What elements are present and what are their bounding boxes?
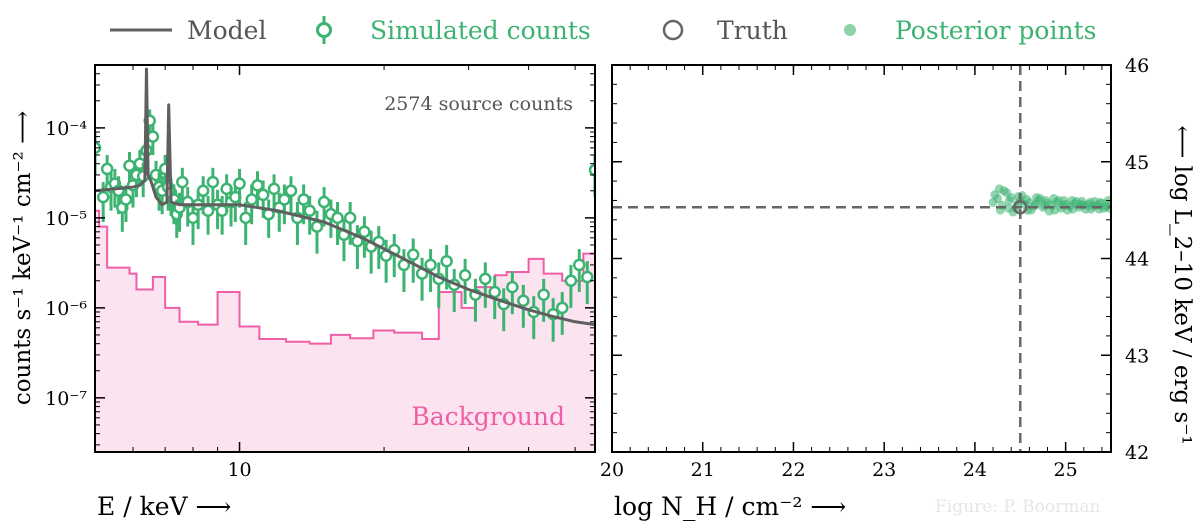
count-point [206, 175, 220, 189]
legend-truth-marker [662, 19, 684, 41]
count-point [100, 162, 114, 176]
count-point [331, 211, 344, 225]
count-point [488, 285, 501, 299]
count-point [440, 254, 453, 268]
x-tick-label: 20 [600, 459, 624, 481]
count-point [201, 204, 215, 217]
count-point [251, 179, 264, 192]
count-point [119, 193, 133, 206]
posterior-point [1085, 197, 1095, 207]
count-point [267, 182, 281, 196]
legend-model-label: Model [187, 16, 266, 45]
y-tick-label: 46 [1125, 55, 1149, 77]
count-point [146, 130, 160, 143]
annotation-source-counts: 2574 source counts [384, 93, 573, 115]
spectrum-plot-area [95, 67, 595, 452]
posterior-points-series [988, 184, 1111, 217]
legend-truth-label: Truth [717, 16, 788, 45]
count-point [256, 188, 270, 202]
y-tick-label: 10⁻⁴ [45, 118, 87, 140]
spectrum-panel: 2574 source counts Background 10⁻⁷10⁻⁶10… [10, 64, 596, 521]
x-tick-label: 22 [781, 459, 805, 481]
count-point [186, 211, 200, 225]
count-point [424, 258, 437, 272]
count-point [317, 195, 331, 209]
x-tick-label: 10 [227, 459, 251, 481]
figure-credit: Figure: P. Boorman [935, 497, 1101, 517]
background-label: Background [411, 402, 565, 431]
posterior-point [1104, 203, 1111, 213]
y-tick-label: 10⁻⁶ [45, 298, 87, 320]
count-point [96, 190, 110, 204]
x-tick-label: 23 [872, 459, 896, 481]
truth-marker [1013, 199, 1028, 215]
count-point [233, 177, 246, 190]
legend: Model Simulated counts Truth Posterior p… [110, 16, 1096, 45]
posterior-axes: 20 21 22 23 24 25 42 43 44 45 46 [600, 55, 1149, 481]
background-step-line [95, 209, 595, 345]
posterior-point [994, 184, 1004, 194]
x-tick-label: 24 [963, 459, 987, 481]
legend-posterior-marker [844, 24, 856, 36]
legend-counts-marker [316, 16, 332, 44]
x-tick-label: 25 [1054, 459, 1078, 481]
count-point [297, 193, 310, 206]
model-line [95, 67, 595, 327]
count-point [581, 270, 594, 284]
legend-posterior-label: Posterior points [895, 16, 1096, 45]
count-point [406, 248, 420, 261]
count-point [239, 211, 252, 225]
count-point [303, 204, 316, 217]
posterior-point [1013, 192, 1023, 202]
posterior-frame [611, 64, 1112, 453]
posterior-point [1003, 203, 1013, 213]
count-point [176, 175, 189, 189]
posterior-point [1068, 204, 1078, 214]
spectrum-ylabel: counts s⁻¹ keV⁻¹ cm⁻² ⟶ [10, 111, 36, 405]
y-tick-label: 42 [1125, 442, 1149, 464]
posterior-point [1067, 195, 1077, 205]
posterior-xlabel: log N_H / cm⁻² ⟶ [614, 492, 846, 521]
spectrum-axes: 10⁻⁷ 10⁻⁶ 10⁻⁵ 10⁻⁴ 10 [45, 65, 595, 481]
count-point [310, 220, 324, 233]
count-point [278, 193, 291, 206]
posterior-ylabel: ⟵ log L_2–10 keV / erg s⁻¹ [1169, 125, 1195, 444]
count-point [245, 193, 258, 206]
count-point [537, 288, 550, 301]
posterior-point [1049, 194, 1059, 204]
y-tick-label: 45 [1125, 152, 1149, 174]
y-tick-label: 43 [1125, 345, 1149, 367]
spectrum-xlabel: E / keV ⟶ [97, 492, 231, 521]
count-point [564, 274, 578, 288]
count-point [517, 294, 530, 307]
posterior-point [1095, 197, 1105, 207]
count-point [588, 163, 595, 177]
posterior-point [1004, 195, 1014, 205]
count-point [343, 211, 357, 225]
y-tick-label: 44 [1125, 249, 1149, 271]
count-point [506, 280, 519, 294]
background-area [95, 210, 595, 452]
count-point [123, 159, 136, 172]
posterior-point [1032, 193, 1042, 203]
count-point [284, 184, 298, 198]
count-point [573, 258, 586, 272]
spectrum-frame [94, 64, 596, 453]
count-point [358, 225, 371, 239]
x-tick-label: 21 [691, 459, 715, 481]
y-tick-label: 10⁻⁵ [45, 208, 87, 230]
count-point [479, 272, 492, 286]
count-point [196, 184, 210, 198]
count-point [555, 301, 569, 315]
y-tick-label: 10⁻⁷ [45, 388, 87, 410]
count-point [458, 269, 472, 282]
legend-counts-label: Simulated counts [370, 16, 591, 45]
posterior-plot-area [612, 65, 1111, 452]
